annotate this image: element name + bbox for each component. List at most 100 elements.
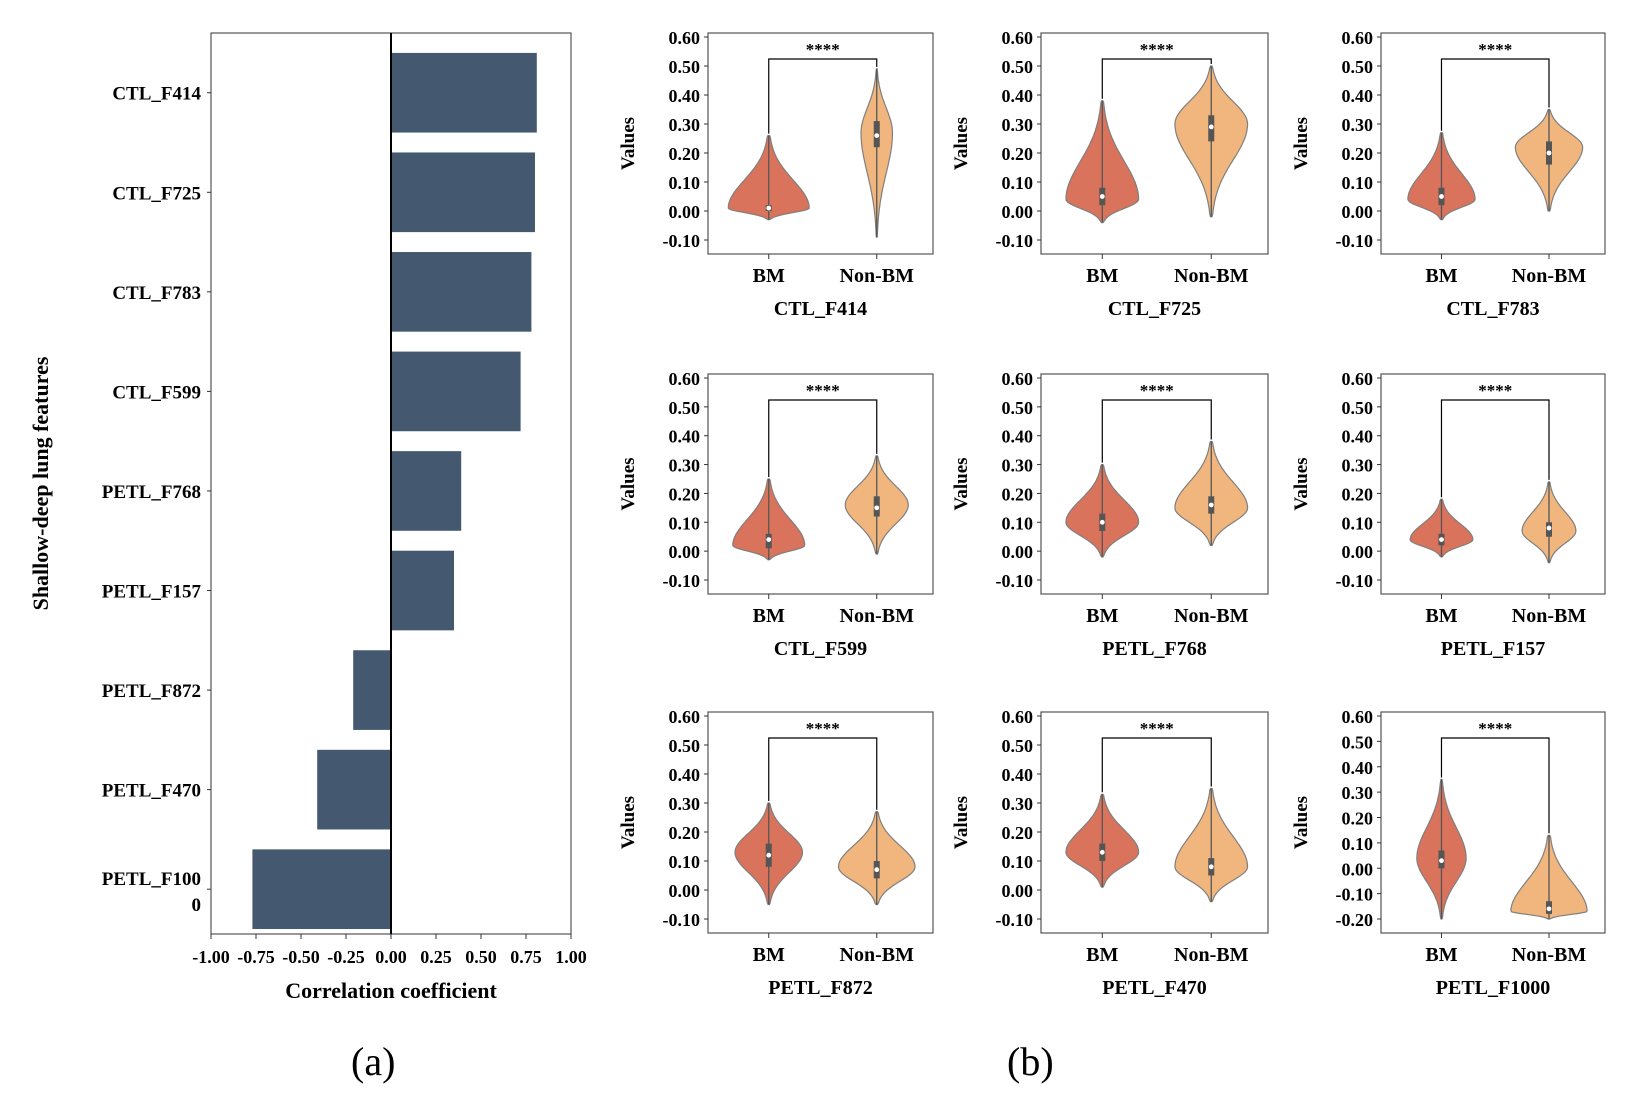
y-tick-label: 0.30 bbox=[1342, 783, 1374, 803]
significance-bracket bbox=[768, 737, 878, 810]
significance-bracket bbox=[1440, 58, 1550, 131]
significance-bracket bbox=[768, 399, 878, 477]
y-axis-label: Values bbox=[1291, 796, 1312, 849]
y-tick-label: 0.20 bbox=[669, 484, 701, 504]
median-dot bbox=[766, 852, 772, 858]
y-tick-label: 0.10 bbox=[669, 513, 701, 533]
x-category-label: Non-BM bbox=[1174, 265, 1249, 287]
significance-bracket bbox=[1101, 399, 1212, 463]
x-axis-label: PETL_F768 bbox=[1102, 638, 1206, 660]
x-category-label: BM bbox=[753, 944, 785, 966]
y-tick-label: 0.10 bbox=[1342, 834, 1374, 854]
x-category-label: BM bbox=[753, 265, 785, 287]
y-tick-label: -0.10 bbox=[996, 571, 1034, 591]
x-axis-label: CTL_F414 bbox=[774, 298, 867, 320]
y-tick-label: 0.30 bbox=[1002, 456, 1034, 476]
y-tick-label: 0.30 bbox=[669, 794, 701, 814]
y-tick-label: -0.10 bbox=[663, 571, 701, 591]
violin-plot-frame bbox=[707, 373, 934, 595]
y-tick-label: 0.00 bbox=[669, 881, 701, 901]
y-tick-label: 0.50 bbox=[669, 736, 701, 756]
bar bbox=[317, 749, 391, 830]
bar bbox=[391, 451, 462, 531]
significance-label: **** bbox=[806, 40, 840, 59]
y-tick-label: 0.60 bbox=[1342, 369, 1374, 389]
y-tick-label: 0.40 bbox=[1342, 758, 1374, 778]
x-axis-label: PETL_F872 bbox=[768, 977, 872, 999]
y-tick-label: -0.10 bbox=[996, 910, 1034, 930]
bar bbox=[391, 351, 521, 432]
y-tick-label: 0.00 bbox=[1002, 881, 1034, 901]
y-tick-label: -0.10 bbox=[1336, 231, 1374, 251]
y-tick-label: 0.30 bbox=[1342, 115, 1374, 135]
y-tick-label: 0.40 bbox=[1342, 86, 1374, 106]
y-tick-label: 0.00 bbox=[1002, 542, 1034, 562]
median-dot bbox=[1099, 194, 1105, 199]
y-tick-label: 0.60 bbox=[669, 28, 701, 48]
y-tick-label: -0.10 bbox=[996, 231, 1034, 251]
y-axis-label: Values bbox=[951, 117, 972, 170]
x-category-label: Non-BM bbox=[1174, 605, 1249, 627]
y-tick-label: 0.20 bbox=[669, 144, 701, 164]
y-tick-label: 0.50 bbox=[1342, 398, 1374, 418]
category-label: CTL_F783 bbox=[112, 283, 201, 304]
bar bbox=[391, 52, 537, 133]
y-tick-label: -0.20 bbox=[1336, 910, 1374, 930]
x-category-label: Non-BM bbox=[840, 944, 915, 966]
y-tick-label: 0.00 bbox=[1342, 202, 1374, 222]
y-tick-label: 0.60 bbox=[1342, 28, 1374, 48]
significance-label: **** bbox=[806, 719, 840, 738]
y-tick-label: 0.30 bbox=[1002, 115, 1034, 135]
x-axis-label: Correlation coefficient bbox=[285, 978, 497, 1003]
y-tick-label: 0.40 bbox=[669, 765, 701, 785]
bar bbox=[353, 650, 391, 730]
y-axis-label: Values bbox=[618, 796, 639, 849]
x-tick-label: 0.25 bbox=[420, 947, 452, 967]
x-tick-label: 0.50 bbox=[465, 947, 497, 967]
significance-bracket bbox=[1101, 737, 1212, 793]
significance-label: **** bbox=[1140, 719, 1174, 738]
y-tick-label: 0.50 bbox=[1002, 398, 1034, 418]
x-axis-label: CTL_F725 bbox=[1108, 298, 1201, 320]
y-tick-label: 0.10 bbox=[669, 852, 701, 872]
x-category-label: BM bbox=[1425, 944, 1457, 966]
x-tick-label: -0.25 bbox=[327, 947, 365, 967]
significance-bracket bbox=[1440, 399, 1550, 498]
significance-bracket bbox=[1440, 737, 1550, 834]
y-tick-label: 0.60 bbox=[1342, 707, 1374, 727]
median-dot bbox=[1208, 864, 1214, 870]
y-tick-label: 0.00 bbox=[669, 202, 701, 222]
median-dot bbox=[874, 505, 880, 511]
median-dot bbox=[1208, 124, 1214, 130]
category-label: CTL_F414 bbox=[112, 84, 201, 105]
y-tick-label: 0.00 bbox=[1342, 542, 1374, 562]
x-tick-label: 0.75 bbox=[510, 947, 542, 967]
bar bbox=[391, 550, 454, 631]
y-tick-label: -0.10 bbox=[1336, 885, 1374, 905]
violin-plot-frame bbox=[1040, 711, 1269, 934]
median-dot bbox=[874, 867, 880, 873]
significance-bracket bbox=[1101, 58, 1212, 99]
violin-plot-frame bbox=[1380, 373, 1606, 595]
x-category-label: BM bbox=[1425, 605, 1457, 627]
y-tick-label: 0.40 bbox=[1002, 765, 1034, 785]
x-tick-label: 0.00 bbox=[375, 947, 407, 967]
y-tick-label: 0.60 bbox=[1002, 707, 1034, 727]
y-tick-label: 0.50 bbox=[1002, 736, 1034, 756]
x-category-label: Non-BM bbox=[1512, 944, 1587, 966]
y-tick-label: 0.20 bbox=[1342, 144, 1374, 164]
y-tick-label: 0.40 bbox=[1342, 427, 1374, 447]
significance-label: **** bbox=[1478, 381, 1512, 400]
x-category-label: BM bbox=[1425, 265, 1457, 287]
x-category-label: Non-BM bbox=[840, 265, 915, 287]
significance-label: **** bbox=[1478, 719, 1512, 738]
category-label: PETL_F768 bbox=[102, 482, 201, 503]
y-tick-label: 0.00 bbox=[1002, 202, 1034, 222]
median-dot bbox=[1099, 849, 1105, 855]
category-label: PETL_F157 bbox=[102, 582, 202, 603]
x-tick-label: -0.50 bbox=[282, 947, 320, 967]
significance-label: **** bbox=[1140, 40, 1174, 59]
significance-label: **** bbox=[1140, 381, 1174, 400]
panel-b-label: (b) bbox=[1007, 1039, 1054, 1084]
violin-plot-frame bbox=[1040, 373, 1269, 595]
